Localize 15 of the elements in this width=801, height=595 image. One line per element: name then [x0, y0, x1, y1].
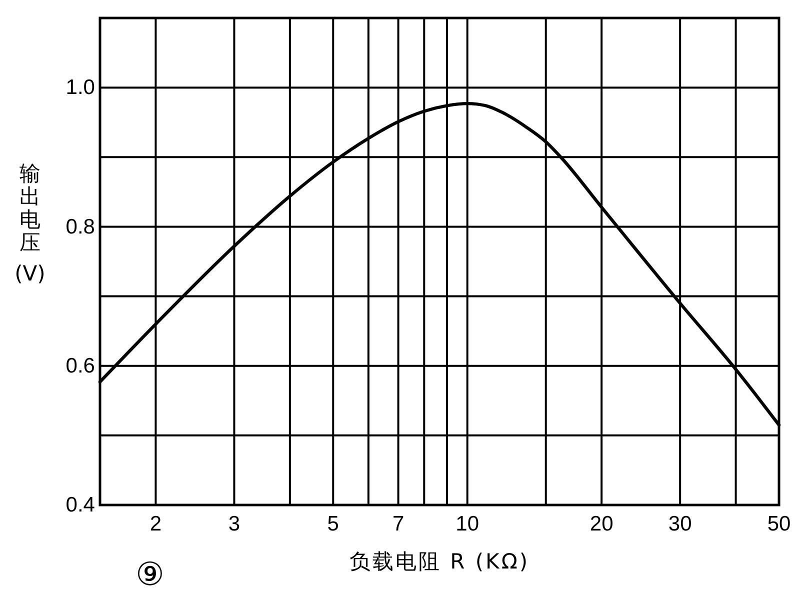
x-tick-label: 10	[456, 512, 480, 536]
y-tick-label: 0.8	[66, 215, 95, 238]
y-axis-title: 输出电压(V)	[14, 162, 46, 286]
x-tick-label: 20	[590, 512, 614, 536]
x-tick-label: 7	[392, 512, 404, 536]
x-tick-label: 2	[150, 512, 162, 536]
y-tick-label: 0.6	[66, 354, 95, 378]
x-axis-title: 负载电阻 R (KΩ)	[349, 550, 530, 574]
text: ⑨	[136, 554, 164, 593]
x-tick-label: 3	[228, 512, 240, 536]
x-tick-label: 30	[668, 512, 692, 536]
x-tick-label: 50	[767, 512, 791, 536]
x-tick-label: 5	[327, 512, 339, 536]
y-tick-label: 1.0	[66, 76, 95, 100]
y-tick-label: 0.4	[66, 494, 96, 517]
